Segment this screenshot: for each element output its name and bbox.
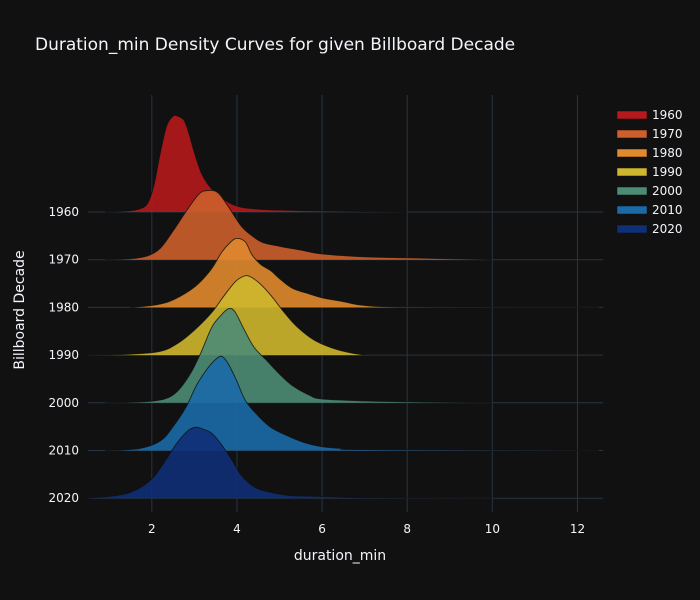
y-tick-1990: 1990 xyxy=(48,348,79,362)
ridge-area-2020 xyxy=(88,427,493,499)
x-tick-12: 12 xyxy=(570,522,585,536)
ridge-outline-2020 xyxy=(87,426,493,499)
ridge-outline-1960 xyxy=(104,114,408,213)
y-tick-labels: 1960 1970 1980 1990 2000 2010 2020 xyxy=(48,205,79,505)
legend-swatch-1960[interactable] xyxy=(616,110,648,120)
ridge-outline-1980 xyxy=(130,237,599,308)
x-tick-8: 8 xyxy=(403,522,411,536)
legend-label-1990[interactable]: 1990 xyxy=(652,165,683,179)
legend-label-2000[interactable]: 2000 xyxy=(652,184,683,198)
y-tick-2000: 2000 xyxy=(48,396,79,410)
legend-label-1980[interactable]: 1980 xyxy=(652,146,683,160)
legend: 1960 1970 1980 1990 2000 2010 2020 xyxy=(616,108,683,236)
ridge-area-1970 xyxy=(105,190,493,260)
legend-swatch-2020[interactable] xyxy=(616,224,648,234)
y-tick-1970: 1970 xyxy=(48,253,79,267)
legend-label-1970[interactable]: 1970 xyxy=(652,127,683,141)
x-axis-title: duration_min xyxy=(294,548,386,564)
x-tick-10: 10 xyxy=(485,522,500,536)
x-tick-2: 2 xyxy=(148,522,156,536)
legend-label-1960[interactable]: 1960 xyxy=(652,108,683,122)
chart-title: Duration_min Density Curves for given Bi… xyxy=(35,35,515,55)
x-tick-6: 6 xyxy=(318,522,326,536)
legend-label-2020[interactable]: 2020 xyxy=(652,222,683,236)
ridge-area-1960 xyxy=(105,115,408,212)
y-tick-2010: 2010 xyxy=(48,444,79,458)
density-ridges xyxy=(87,114,599,499)
legend-swatch-2000[interactable] xyxy=(616,186,648,196)
legend-swatch-1970[interactable] xyxy=(616,129,648,139)
ridge-outline-1970 xyxy=(105,189,493,261)
legend-swatch-1990[interactable] xyxy=(616,167,648,177)
ridge-outline-2000 xyxy=(105,307,493,404)
legend-swatch-2010[interactable] xyxy=(616,205,648,215)
legend-label-2010[interactable]: 2010 xyxy=(652,203,683,217)
y-axis-title: Billboard Decade xyxy=(12,250,28,369)
legend-swatch-1980[interactable] xyxy=(616,148,648,158)
ridge-outline-1990 xyxy=(87,275,365,356)
ridge-area-2010 xyxy=(105,356,599,451)
y-tick-1960: 1960 xyxy=(48,205,79,219)
ridge-outline-2010 xyxy=(104,355,599,451)
y-tick-2020: 2020 xyxy=(48,491,79,505)
x-tick-4: 4 xyxy=(233,522,241,536)
x-tick-labels: 2 4 6 8 10 12 xyxy=(148,522,585,536)
y-tick-1980: 1980 xyxy=(48,300,79,314)
